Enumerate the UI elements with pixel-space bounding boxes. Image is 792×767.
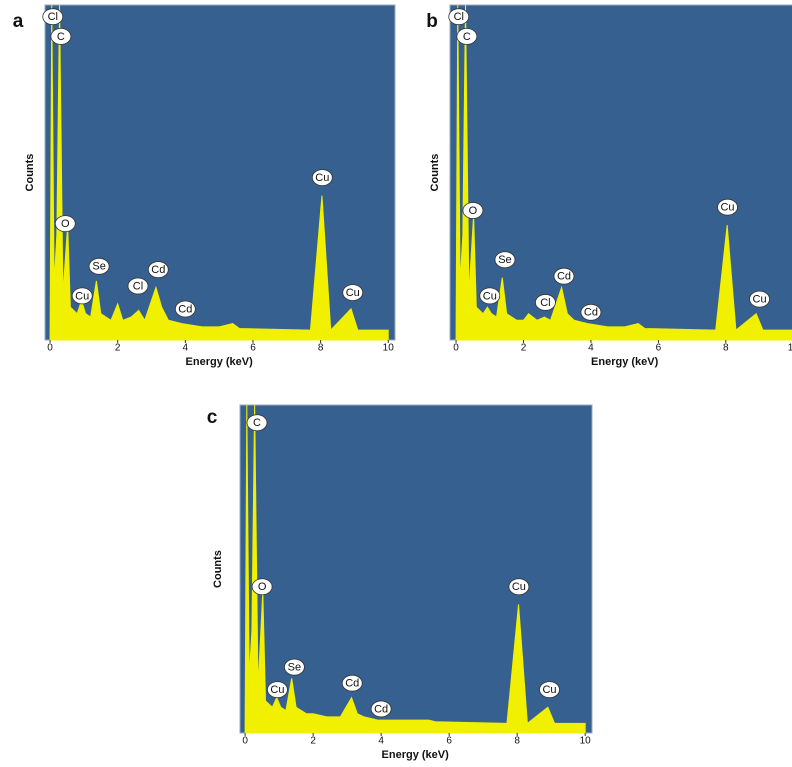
y-axis-label: Counts: [24, 154, 36, 192]
peak-label: Cd: [178, 303, 192, 315]
x-tick-label: 8: [318, 343, 324, 354]
x-tick-label: 4: [183, 343, 189, 354]
x-tick-label: 6: [656, 343, 662, 354]
x-tick-label: 0: [47, 343, 53, 354]
peak-label: Cu: [753, 294, 767, 306]
x-tick-label: 8: [723, 343, 729, 354]
x-axis-label: Energy (keV): [186, 356, 254, 368]
x-tick-label: 2: [310, 736, 316, 747]
peak-label: O: [469, 205, 478, 217]
peak-label: Cd: [345, 678, 359, 690]
x-axis-label: Energy (keV): [382, 749, 450, 761]
x-tick-label: 8: [514, 736, 520, 747]
x-tick-label: 4: [588, 343, 594, 354]
peak-label: Cl: [454, 11, 464, 23]
panel-label: b: [426, 11, 438, 32]
x-tick-label: 10: [788, 343, 792, 354]
peak-label: Cu: [75, 290, 89, 302]
peak-label: Cl: [133, 280, 143, 292]
peak-label: Cu: [512, 581, 526, 593]
peak-label: Se: [288, 662, 301, 674]
peak-label: Cd: [151, 264, 165, 276]
x-tick-label: 0: [453, 343, 459, 354]
peak-label: Cd: [557, 271, 571, 283]
y-axis-label: Counts: [429, 154, 441, 192]
x-tick-label: 4: [378, 736, 384, 747]
peak-label: Cu: [315, 172, 329, 184]
peak-label: Cd: [374, 703, 388, 715]
peak-label: Cu: [270, 684, 284, 696]
x-tick-label: 2: [521, 343, 527, 354]
x-tick-label: 6: [446, 736, 452, 747]
peak-label: Cu: [720, 202, 734, 214]
peak-label: O: [61, 218, 70, 230]
peak-label: C: [57, 31, 65, 43]
figure: 0 2 4 6 8 10 Energy (keV) Counts a Cl C O Cu Se Cl Cd Cd…: [0, 0, 792, 767]
x-tick-label: 6: [250, 343, 256, 354]
peak-label: Cl: [540, 297, 550, 309]
x-axis-label: Energy (keV): [591, 356, 659, 368]
peak-label: Cl: [48, 11, 58, 23]
peak-label: Se: [92, 261, 105, 273]
peak-label: C: [253, 417, 261, 429]
panel-label: c: [207, 407, 218, 428]
peak-label: Se: [498, 254, 511, 266]
x-tick-label: 2: [115, 343, 121, 354]
y-axis-label: Counts: [212, 550, 224, 588]
x-tick-label: 0: [242, 736, 248, 747]
peak-label: C: [463, 31, 471, 43]
panel-label: a: [13, 11, 24, 32]
peak-label: O: [258, 581, 267, 593]
peak-label: Cd: [584, 307, 598, 319]
x-tick-label: 10: [383, 343, 395, 354]
peak-label: Cu: [542, 684, 556, 696]
x-tick-label: 10: [580, 736, 592, 747]
peak-label: Cu: [483, 290, 497, 302]
peak-label: Cu: [346, 287, 360, 299]
